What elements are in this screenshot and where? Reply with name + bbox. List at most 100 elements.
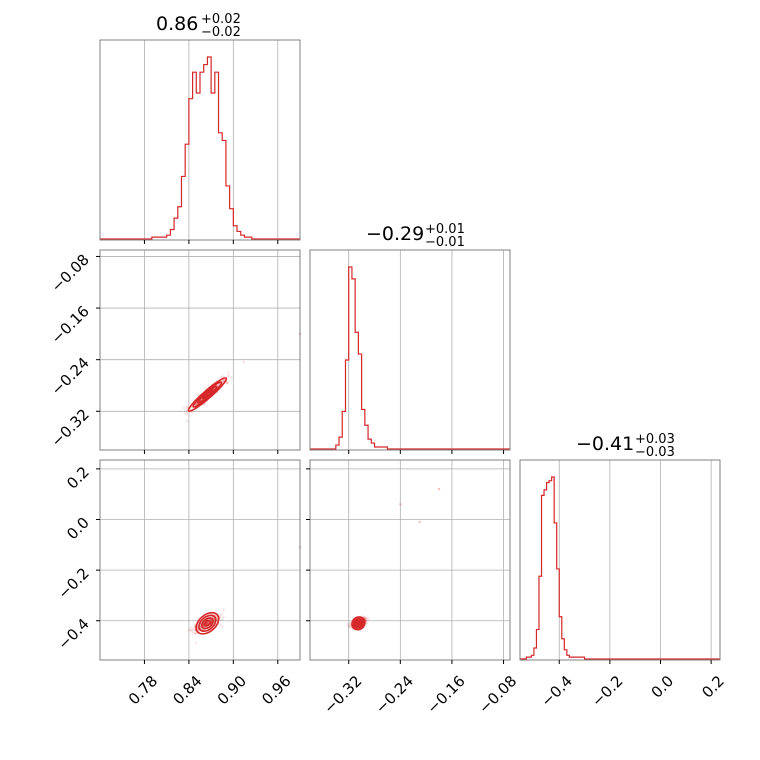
y-tick-label: −0.08 bbox=[48, 251, 93, 296]
panel-border bbox=[99, 459, 301, 661]
sample-point bbox=[204, 387, 207, 390]
title-param-3: −0.41 bbox=[576, 433, 634, 455]
x-tick-label: −0.2 bbox=[588, 672, 626, 710]
sample-point bbox=[206, 622, 209, 625]
x-tick-label: 0.2 bbox=[698, 672, 728, 702]
sample-point bbox=[348, 624, 352, 628]
x-tick-label: 0.78 bbox=[125, 672, 161, 708]
sample-point bbox=[349, 621, 352, 625]
y-tick-label: −0.32 bbox=[48, 405, 93, 450]
title-param-1: 0.86 bbox=[156, 13, 198, 35]
sample-point bbox=[190, 626, 193, 629]
density-contour bbox=[195, 611, 220, 635]
sample-point bbox=[219, 376, 222, 379]
density-contour bbox=[197, 385, 218, 404]
sample-point bbox=[363, 615, 366, 619]
density-contour bbox=[192, 381, 223, 408]
sample-point bbox=[348, 624, 351, 628]
sample-point bbox=[221, 379, 225, 383]
sample-point bbox=[184, 411, 187, 414]
sample-point bbox=[207, 621, 210, 624]
x-tick-label: −0.08 bbox=[475, 672, 520, 717]
sample-point bbox=[219, 623, 222, 627]
sample-point bbox=[182, 406, 186, 410]
title-param-2-upper: +0.01 bbox=[425, 222, 465, 237]
density-contour bbox=[354, 619, 363, 628]
sample-point bbox=[227, 371, 230, 374]
sample-point bbox=[194, 641, 198, 645]
x-tick-label: 0.90 bbox=[214, 672, 250, 708]
sample-point bbox=[222, 615, 225, 619]
sample-point bbox=[185, 412, 189, 416]
sample-point bbox=[348, 623, 351, 626]
density-contour bbox=[198, 614, 217, 633]
sample-point bbox=[437, 487, 441, 491]
x-tick-label: −0.24 bbox=[372, 672, 417, 717]
panel-border bbox=[99, 39, 301, 241]
histogram-step-line bbox=[520, 476, 720, 660]
sample-point bbox=[399, 503, 402, 506]
scatter-panel-2-3 bbox=[306, 459, 511, 664]
histogram-panel-3 bbox=[519, 459, 721, 664]
sample-point bbox=[185, 408, 189, 411]
sample-point bbox=[185, 405, 189, 408]
density-contour bbox=[200, 617, 214, 630]
sample-point bbox=[364, 617, 368, 620]
sample-point bbox=[221, 625, 225, 628]
histogram-panel-2 bbox=[309, 249, 511, 454]
y-tick-label: 0.0 bbox=[63, 514, 93, 544]
panel-border bbox=[309, 459, 511, 661]
sample-point bbox=[230, 376, 233, 379]
y-tick-label: −0.16 bbox=[48, 302, 93, 347]
sample-point bbox=[225, 381, 229, 384]
sample-point bbox=[193, 632, 197, 635]
density-contour bbox=[201, 389, 213, 400]
sample-point bbox=[347, 625, 351, 629]
sample-point bbox=[205, 622, 209, 625]
x-tick-label: −0.4 bbox=[537, 672, 575, 710]
panel-border bbox=[99, 249, 301, 451]
sample-point bbox=[418, 520, 421, 524]
histogram-step-line bbox=[100, 56, 300, 240]
title-param-1-upper: +0.02 bbox=[201, 12, 241, 27]
sample-point bbox=[364, 616, 368, 619]
sample-point bbox=[227, 374, 230, 378]
x-tick-label: 0.96 bbox=[258, 672, 294, 708]
sample-point bbox=[218, 615, 222, 619]
density-contour bbox=[351, 616, 366, 631]
y-tick-label: −0.4 bbox=[54, 615, 92, 653]
sample-point bbox=[188, 628, 192, 632]
density-contour bbox=[355, 620, 361, 626]
sample-point bbox=[192, 631, 196, 635]
sample-point bbox=[346, 622, 349, 626]
sample-point bbox=[225, 381, 229, 385]
y-tick-label: −0.24 bbox=[48, 354, 93, 399]
scatter-panel-1-2 bbox=[96, 249, 302, 454]
title-param-3-lower: −0.03 bbox=[635, 445, 675, 460]
title-param-3-upper: +0.03 bbox=[635, 432, 675, 447]
x-tick-label: −0.16 bbox=[423, 672, 468, 717]
sample-point bbox=[221, 379, 225, 382]
sample-point bbox=[221, 618, 224, 622]
sample-point bbox=[221, 375, 225, 378]
sample-point bbox=[218, 613, 221, 617]
panel-border bbox=[309, 249, 511, 451]
x-tick-label: 0.84 bbox=[169, 672, 205, 708]
sample-point bbox=[196, 393, 199, 396]
histogram-step-line bbox=[310, 266, 510, 450]
density-contour bbox=[352, 617, 364, 629]
panel-border bbox=[519, 459, 721, 661]
y-tick-label: 0.2 bbox=[63, 463, 93, 493]
density-contour bbox=[203, 619, 212, 627]
sample-point bbox=[222, 608, 226, 612]
sample-point bbox=[190, 630, 194, 633]
sample-point bbox=[226, 381, 230, 384]
histogram-panel-1 bbox=[99, 39, 301, 244]
sample-point bbox=[365, 621, 368, 625]
sample-point bbox=[220, 612, 223, 616]
y-tick-label: −0.2 bbox=[54, 564, 92, 602]
sample-point bbox=[185, 419, 189, 423]
x-tick-label: −0.32 bbox=[320, 672, 365, 717]
sample-point bbox=[242, 360, 245, 364]
